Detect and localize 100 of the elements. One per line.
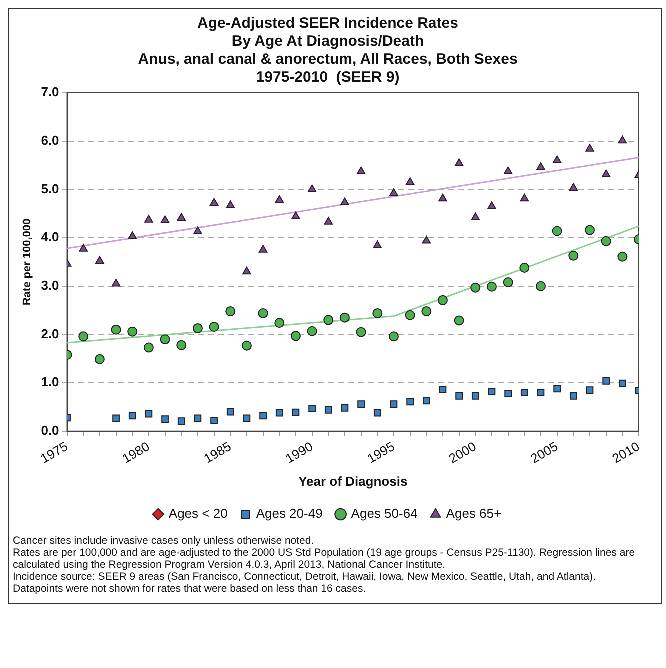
point xyxy=(144,342,154,353)
point xyxy=(209,322,220,332)
point xyxy=(112,414,120,422)
y-tick-label: 1.0 xyxy=(41,374,60,390)
point xyxy=(307,326,318,336)
point xyxy=(472,392,480,400)
point xyxy=(374,409,382,417)
point xyxy=(111,324,122,335)
point xyxy=(356,327,366,338)
y-tick-label: 6.0 xyxy=(41,132,60,148)
point xyxy=(552,226,562,236)
point xyxy=(128,412,136,420)
point xyxy=(406,398,414,406)
point xyxy=(210,198,219,206)
point xyxy=(470,282,481,293)
point xyxy=(128,326,138,337)
text: Incidence source: SEER 9 areas (San Francisco, Connecticut, Detroit, Hawaii, Iowa, New Mexico, Seattle, Utah, and Atlanta). xyxy=(13,571,598,583)
point xyxy=(341,404,349,412)
point xyxy=(192,323,203,334)
point xyxy=(471,212,480,220)
y-tick-label: 0.0 xyxy=(41,423,60,438)
point xyxy=(194,414,202,422)
point xyxy=(162,416,169,424)
point xyxy=(243,414,251,422)
point xyxy=(324,406,332,414)
point xyxy=(584,225,595,236)
point xyxy=(258,308,268,318)
point xyxy=(488,388,496,396)
x-tick-label: 1990 xyxy=(283,438,316,466)
point xyxy=(79,244,88,252)
x-tick-label: 1980 xyxy=(120,438,152,466)
point xyxy=(618,136,628,144)
y-tick-label: 4.0 xyxy=(41,230,60,245)
point xyxy=(422,306,432,317)
point xyxy=(618,380,626,388)
point xyxy=(292,408,300,416)
point xyxy=(94,354,105,364)
point xyxy=(78,332,89,342)
point xyxy=(602,377,610,385)
point xyxy=(308,405,316,412)
point xyxy=(178,418,186,425)
legend-label: Ages 65+ xyxy=(446,506,502,522)
legend-label: Ages 50-64 xyxy=(351,506,418,522)
x-tick-label: 1995 xyxy=(364,438,398,466)
point xyxy=(504,166,513,175)
point xyxy=(422,397,430,405)
point xyxy=(456,392,463,400)
x-tick-label: 1975 xyxy=(38,438,71,466)
point xyxy=(194,226,202,235)
point xyxy=(145,410,153,418)
point xyxy=(226,200,236,208)
point xyxy=(520,194,530,202)
chart-title: Age-Adjusted SEER Incidence Rates By Age At Diagnosis/Death Anus, anal canal & anorectum, All Races, Both Sexes 1975-2010 (SEER 9) xyxy=(138,15,518,86)
x-tick-label: 1985 xyxy=(201,438,234,466)
point xyxy=(554,385,562,393)
point xyxy=(552,156,562,164)
y-tick-label: 7.0 xyxy=(41,84,60,100)
point xyxy=(503,278,514,288)
point xyxy=(570,392,578,400)
point xyxy=(160,334,170,345)
point xyxy=(601,236,612,246)
point xyxy=(258,245,268,253)
point xyxy=(454,158,464,166)
point xyxy=(438,194,448,202)
point xyxy=(340,312,350,323)
point xyxy=(390,188,398,196)
point xyxy=(160,216,170,224)
y-axis-title: Rate per 100,000 xyxy=(22,218,34,306)
point xyxy=(275,195,284,204)
x-tick-label: 2010 xyxy=(610,438,642,466)
point xyxy=(438,295,448,306)
x-axis-title: Year of Diagnosis xyxy=(298,474,408,489)
point xyxy=(536,162,546,170)
point xyxy=(454,316,464,326)
point xyxy=(324,217,334,225)
point xyxy=(176,340,187,350)
point xyxy=(406,177,415,186)
point xyxy=(308,184,317,192)
point xyxy=(290,331,301,342)
point xyxy=(356,166,366,175)
legend-label: Ages 20-49 xyxy=(256,506,323,522)
point xyxy=(536,281,546,292)
point xyxy=(210,417,218,424)
point xyxy=(422,236,432,244)
point xyxy=(488,202,496,210)
point xyxy=(112,278,121,287)
text: Rates are per 100,000 and are age-adjusted to the 2000 US Std Population (19 age groups - Census P25-1130). Regression lines are calculated using the Regression Program Version 4.0.3, April 2013, National Cancer Institute. xyxy=(13,547,636,571)
point xyxy=(177,213,186,221)
text: Cancer sites include invasive cases only unless otherwise noted. xyxy=(13,535,316,547)
point xyxy=(144,215,154,223)
point xyxy=(373,240,382,249)
point xyxy=(568,250,579,261)
point xyxy=(372,308,383,318)
point xyxy=(520,389,528,396)
point xyxy=(260,412,267,420)
x-tick-label: 2005 xyxy=(528,438,561,466)
point xyxy=(569,183,578,191)
point xyxy=(340,198,350,206)
point xyxy=(486,282,497,292)
point xyxy=(242,340,252,351)
